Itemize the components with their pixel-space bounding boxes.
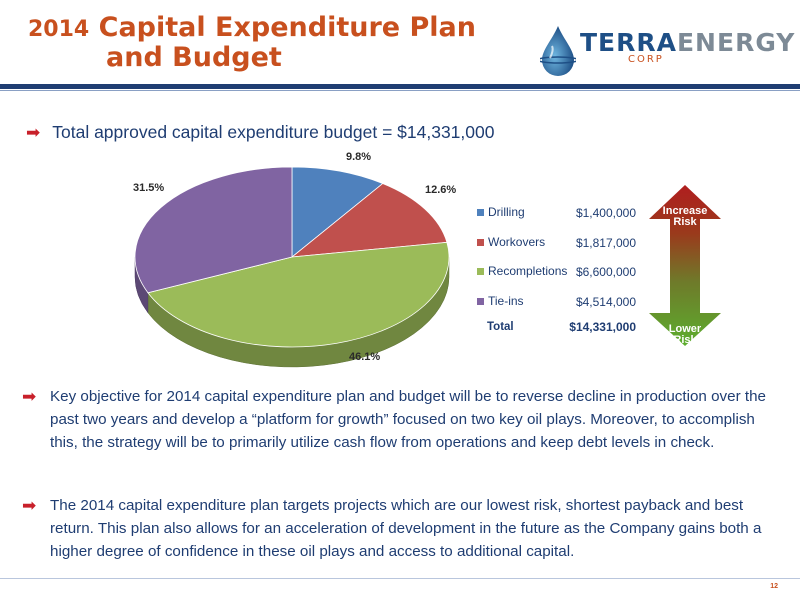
amount-tieins: $4,514,000 [575, 295, 636, 309]
footer-rule [0, 578, 800, 579]
logo-wordmark: TERRAENERGY [580, 28, 796, 57]
pie-slice-recompletions [147, 241, 450, 348]
legend-swatch [477, 298, 484, 306]
drop-icon [540, 26, 576, 76]
legend-item-workovers: Workovers [477, 235, 545, 249]
pie-slice-workovers [290, 183, 448, 258]
bullet-text: Key objective for 2014 capital expenditu… [50, 388, 766, 451]
pct-label-recompletions: 46.1% [349, 351, 381, 363]
arrow-icon: ➡ [26, 123, 41, 142]
total-value: $14,331,000 [569, 320, 636, 334]
page-number: 12 [770, 583, 778, 590]
budget-summary: ➡ Total approved capital expenditure budg… [26, 122, 494, 143]
legend-swatch [477, 209, 484, 217]
bullet-objective: ➡ Key objective for 2014 capital expendi… [22, 385, 782, 454]
pct-label-drilling: 9.8% [346, 151, 372, 163]
increase-risk-label: Increase Risk [662, 205, 708, 228]
legend-item-recompletions: Recompletions [477, 264, 567, 278]
legend-swatch [477, 239, 484, 247]
company-logo: TERRAENERGY CORP [540, 18, 794, 78]
title-year: 2014 [28, 17, 90, 42]
legend-item-drilling: Drilling [477, 205, 525, 219]
amount-recompletions: $6,600,000 [575, 265, 636, 279]
amount-drilling: $1,400,000 [575, 206, 636, 220]
title-line-1: Capital Expenditure Plan [98, 12, 476, 43]
arrow-icon: ➡ [22, 496, 37, 515]
budget-summary-text: Total approved capital expenditure budge… [52, 122, 495, 142]
logo-sub: CORP [628, 54, 664, 65]
pie-side-recompletions [147, 256, 450, 368]
arrow-icon: ➡ [22, 387, 37, 406]
legend-swatch [477, 268, 484, 276]
amount-workovers: $1,817,000 [575, 236, 636, 250]
bullet-plan: ➡ The 2014 capital expenditure plan targ… [22, 494, 782, 563]
pct-label-tieins: 31.5% [133, 182, 165, 194]
page-title: 2014 Capital Expenditure Plan and Budget [28, 14, 476, 72]
legend-item-tieins: Tie-ins [477, 294, 524, 308]
header-rule-thin [0, 90, 800, 91]
pie-slice-drilling [291, 166, 384, 258]
risk-arrow [649, 185, 721, 346]
title-line-2: and Budget [106, 42, 282, 73]
pct-label-workovers: 12.6% [425, 184, 457, 196]
pie-side-tieins [134, 256, 149, 314]
lower-risk-label: Lower Risk [668, 323, 702, 346]
total-label: Total [487, 321, 514, 333]
header-rule [0, 84, 800, 89]
bullet-text: The 2014 capital expenditure plan target… [50, 497, 762, 560]
pie-side-layer [134, 256, 450, 368]
